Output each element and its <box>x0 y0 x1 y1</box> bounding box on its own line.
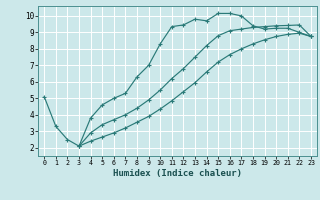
X-axis label: Humidex (Indice chaleur): Humidex (Indice chaleur) <box>113 169 242 178</box>
